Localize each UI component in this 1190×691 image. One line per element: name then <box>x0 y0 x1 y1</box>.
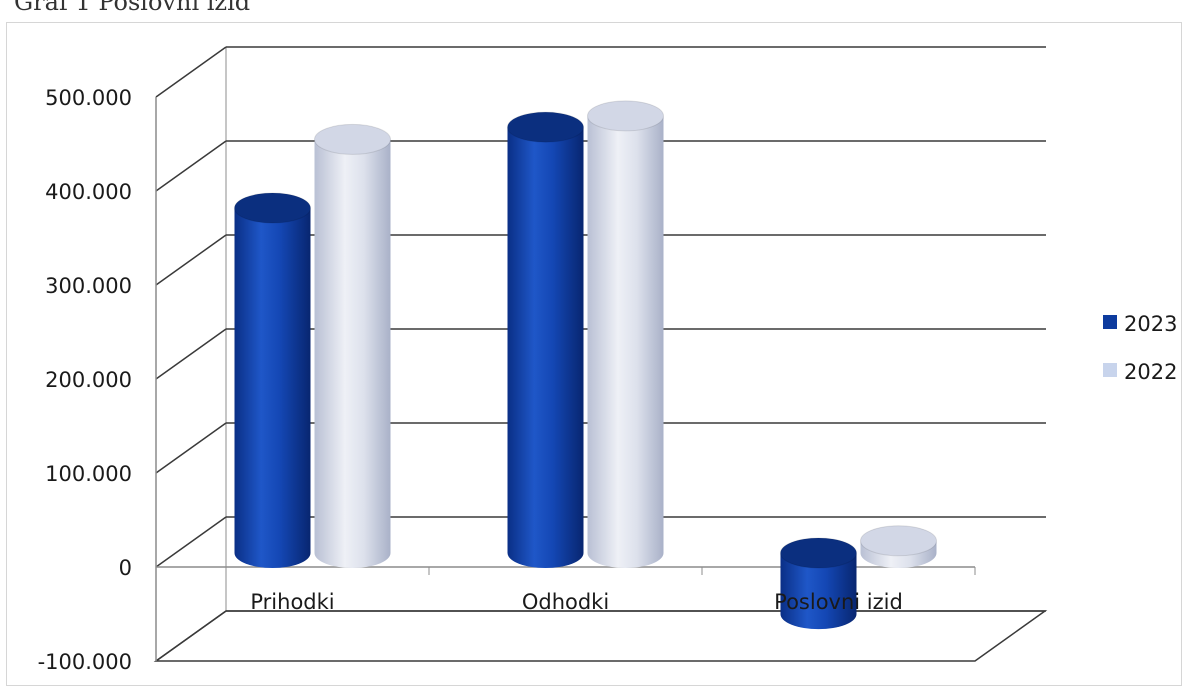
y-tick-label-1: 0 <box>119 556 132 580</box>
y-tick-label-6: 500.000 <box>45 86 132 110</box>
cylinder-top-2023-prihodki <box>234 192 311 224</box>
category-label-2: Poslovni izid <box>774 590 903 614</box>
legend-swatch-2023 <box>1103 315 1117 329</box>
cylinder-top-2022-poslovni-izid <box>860 525 937 557</box>
y-tick-label-5: 400.000 <box>45 180 132 204</box>
cylinder-body-2022-odhodki <box>587 115 664 568</box>
cylinder-body-2023-poslovni-izid <box>780 553 857 630</box>
y-tick-label-0: -100.000 <box>38 650 132 674</box>
gridline-side-2 <box>155 422 227 474</box>
cylinder-top-2022-prihodki <box>314 123 391 155</box>
category-label-0: Prihodki <box>250 590 334 614</box>
legend-layer: 2023 2022 <box>1103 312 1177 384</box>
chart-frame <box>6 22 1182 686</box>
category-label-1: Odhodki <box>522 590 609 614</box>
cylinder-body-2023-prihodki <box>234 208 311 568</box>
legend-swatch-2022 <box>1103 363 1117 377</box>
cylinder-top-2023-odhodki <box>507 111 584 143</box>
gridline-side-5 <box>155 140 227 192</box>
legend-label-2022: 2022 <box>1124 360 1177 384</box>
bar-layer <box>234 100 937 630</box>
cylinder-top-2023-poslovni-izid <box>780 537 857 569</box>
cylinder-top-2022-odhodki <box>587 100 664 132</box>
y-tick-label-2: 100.000 <box>45 462 132 486</box>
cylinder-body-2022-prihodki <box>314 139 391 568</box>
gridline-side-3 <box>155 328 227 380</box>
chart-caption: Graf 1 Poslovni izid <box>14 0 251 16</box>
chart-floor <box>153 610 1048 662</box>
gridline-side-6 <box>155 46 227 98</box>
legend-label-2023: 2023 <box>1124 312 1177 336</box>
y-tick-label-4: 300.000 <box>45 274 132 298</box>
y-tick-label-3: 200.000 <box>45 368 132 392</box>
label-layer: -100.000 0 100.000 200.000 300.000 400.000 500… <box>38 86 903 674</box>
gridline-side-4 <box>155 234 227 286</box>
cylinder-body-2023-odhodki <box>507 127 584 569</box>
gridline-side-1 <box>155 516 227 568</box>
